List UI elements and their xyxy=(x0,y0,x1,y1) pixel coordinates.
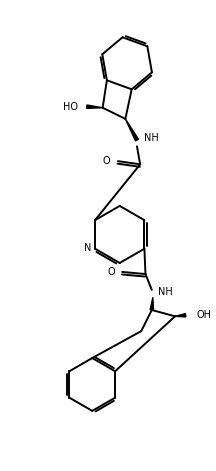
Text: O: O xyxy=(103,156,111,166)
Text: N: N xyxy=(84,243,92,252)
Polygon shape xyxy=(125,119,138,141)
Text: NH: NH xyxy=(158,287,173,297)
Text: OH: OH xyxy=(196,310,211,320)
Text: NH: NH xyxy=(144,133,159,143)
Polygon shape xyxy=(175,314,186,317)
Text: HO: HO xyxy=(63,102,78,112)
Polygon shape xyxy=(150,297,154,310)
Polygon shape xyxy=(87,105,103,108)
Text: O: O xyxy=(107,267,115,277)
